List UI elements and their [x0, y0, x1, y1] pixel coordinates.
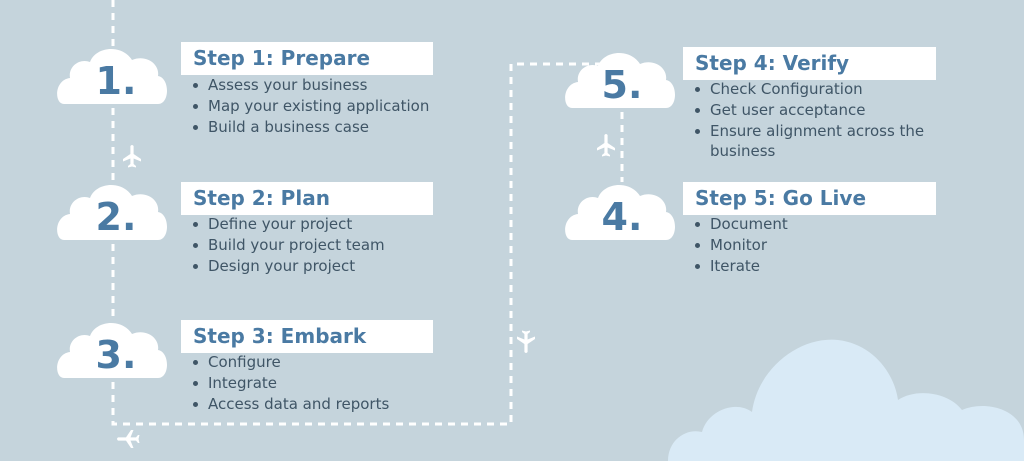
step-4-cloud: 5. — [565, 52, 675, 108]
step-1-title: Step 1: Prepare — [181, 42, 433, 75]
list-item: Access data and reports — [192, 394, 389, 415]
list-item: Ensure alignment across the — [694, 121, 924, 142]
step-3-list: Configure Integrate Access data and repo… — [192, 352, 389, 414]
airplane-icon — [123, 145, 141, 168]
list-item: Iterate — [694, 256, 788, 277]
step-2-list: Define your project Build your project t… — [192, 214, 385, 276]
airplane-icon — [117, 430, 140, 448]
list-item: Define your project — [192, 214, 385, 235]
step-number: 2. — [96, 195, 137, 239]
step-2-cloud: 2. — [57, 184, 167, 240]
list-item: Configure — [192, 352, 389, 373]
step-5-title: Step 5: Go Live — [683, 182, 936, 215]
step-1-list: Assess your business Map your existing a… — [192, 75, 429, 137]
list-item: Build your project team — [192, 235, 385, 256]
decorative-cloud-icon — [668, 339, 1024, 461]
step-number: 3. — [96, 333, 137, 377]
list-item: Monitor — [694, 235, 788, 256]
list-item: Design your project — [192, 256, 385, 277]
step-3-cloud: 3. — [57, 322, 167, 378]
step-4-list: Check Configuration Get user acceptance … — [694, 79, 924, 162]
step-1-cloud: 1. — [57, 48, 167, 104]
step-5-cloud: 4. — [565, 184, 675, 240]
step-number: 4. — [602, 195, 643, 239]
step-3-title: Step 3: Embark — [181, 320, 433, 353]
list-item: Integrate — [192, 373, 389, 394]
step-2-title: Step 2: Plan — [181, 182, 433, 215]
step-4-title: Step 4: Verify — [683, 47, 936, 80]
list-item: Map your existing application — [192, 96, 429, 117]
list-item: Check Configuration — [694, 79, 924, 100]
list-item: Build a business case — [192, 117, 429, 138]
list-item: Document — [694, 214, 788, 235]
airplane-icon — [597, 134, 615, 157]
list-item: Assess your business — [192, 75, 429, 96]
dashed-route — [111, 0, 624, 426]
step-number: 1. — [96, 59, 137, 103]
list-item: Get user acceptance — [694, 100, 924, 121]
airplane-icon — [517, 330, 535, 353]
list-item: business — [710, 142, 776, 161]
step-number: 5. — [602, 63, 643, 107]
step-5-list: Document Monitor Iterate — [694, 214, 788, 276]
